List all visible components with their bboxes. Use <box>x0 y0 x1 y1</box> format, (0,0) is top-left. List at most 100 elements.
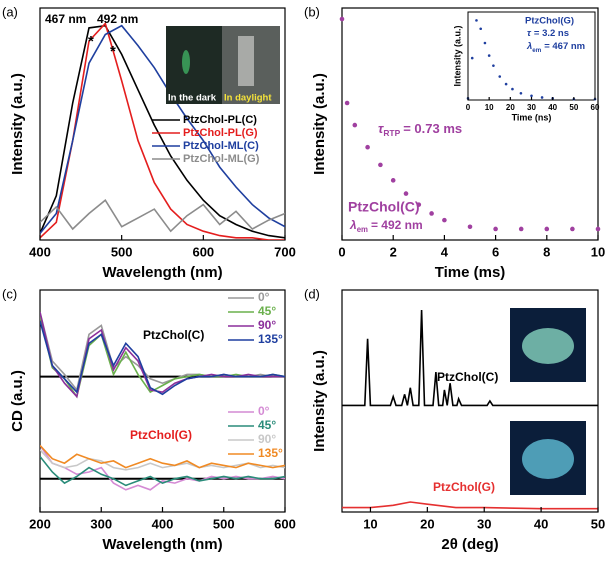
x-tick-label: 10 <box>363 516 377 531</box>
legend-label: 135° <box>258 332 283 346</box>
y-axis-label: CD (a.u.) <box>9 370 26 432</box>
series-line <box>40 320 285 396</box>
x-tick-label: 4 <box>441 244 449 259</box>
data-point <box>339 16 345 22</box>
series-label: PtzChol(C) <box>437 370 498 384</box>
legend-label: PtzChol-PL(C) <box>183 114 257 126</box>
series-line <box>40 444 285 469</box>
x-axis-label: Time (ns) <box>512 112 552 122</box>
data-point <box>352 122 358 128</box>
annotation: 467 nm <box>45 12 86 26</box>
data-point <box>492 64 495 67</box>
data-point <box>416 202 422 207</box>
series-line <box>40 24 285 239</box>
legend-label: 45° <box>258 304 276 318</box>
x-tick-label: 500 <box>213 516 235 531</box>
photo-dark <box>166 26 222 104</box>
inset-annotation: λem = 467 nm <box>526 41 585 54</box>
series-line <box>40 456 285 487</box>
x-tick-label: 20 <box>506 103 515 112</box>
series-line <box>342 309 598 407</box>
data-point <box>519 91 523 95</box>
legend-label: 90° <box>258 318 276 332</box>
series-line <box>342 501 598 510</box>
data-point <box>475 19 478 22</box>
crystals <box>522 328 574 364</box>
x-tick-label: 30 <box>477 516 491 531</box>
x-tick-label: 200 <box>29 516 51 531</box>
x-tick-label: 400 <box>29 244 51 259</box>
legend-label: 135° <box>258 446 283 460</box>
data-point <box>570 226 575 232</box>
inset-annotation: τ = 3.2 ns <box>527 28 569 39</box>
annotation-text: = 492 nm <box>371 218 423 232</box>
x-tick-label: 500 <box>111 244 133 259</box>
annotation-text: = 0.73 ms <box>403 121 462 136</box>
data-point <box>530 94 533 98</box>
annotation: τRTP = 0.73 ms <box>378 121 462 138</box>
plot-frame <box>39 289 286 513</box>
data-point <box>403 191 409 196</box>
x-tick-label: 600 <box>192 244 214 259</box>
group-label: PtzChol(C) <box>143 328 204 342</box>
x-tick-label: 300 <box>90 516 112 531</box>
subscript: RTP <box>383 128 400 138</box>
x-tick-label: 20 <box>420 516 434 531</box>
x-tick-label: 2 <box>390 244 397 259</box>
legend-label: 0° <box>258 290 270 304</box>
data-point <box>378 162 383 168</box>
data-point <box>390 178 396 183</box>
legend-label: PtzChol-ML(C) <box>183 140 259 152</box>
data-point <box>467 224 473 230</box>
x-tick-label: 0 <box>466 103 471 112</box>
symbol: τ <box>527 28 532 39</box>
x-tick-label: 10 <box>591 244 605 259</box>
y-axis-label: Intensity (a.u.) <box>311 73 328 175</box>
legend-label: 45° <box>258 418 276 432</box>
series-line <box>40 199 285 233</box>
data-point <box>498 75 502 78</box>
x-tick-label: 8 <box>543 244 550 259</box>
x-tick-label: 10 <box>485 103 494 112</box>
series-label: PtzChol(C) <box>348 199 420 215</box>
x-tick-label: 700 <box>274 244 296 259</box>
photo <box>510 421 586 495</box>
photo <box>510 308 586 382</box>
inset-photo <box>166 26 280 104</box>
data-point <box>504 82 508 86</box>
x-axis-label: Time (ms) <box>435 264 506 281</box>
inset-label: In the dark <box>168 93 217 104</box>
x-axis-label: 2θ (deg) <box>441 536 498 553</box>
x-axis-label: Wavelength (nm) <box>102 536 222 553</box>
panel-label: (c) <box>2 286 17 301</box>
series-line <box>40 24 285 234</box>
data-point <box>470 56 474 60</box>
glow <box>182 50 190 74</box>
x-tick-label: 0 <box>338 244 345 259</box>
x-tick-label: 40 <box>534 516 548 531</box>
annotation: λem = 492 nm <box>349 218 423 234</box>
symbol: λ <box>349 218 357 232</box>
symbol: λ <box>526 41 532 52</box>
x-tick-label: 400 <box>152 516 174 531</box>
y-axis-label: Intensity (a.u.) <box>311 350 328 452</box>
subscript: em <box>357 225 368 234</box>
x-tick-label: 50 <box>591 516 605 531</box>
data-point <box>595 226 601 232</box>
series-line <box>40 21 285 240</box>
x-tick-label: 60 <box>591 103 600 112</box>
inset-label: In daylight <box>224 93 272 104</box>
legend-label: PtzChol-PL(G) <box>183 127 258 139</box>
data-point <box>540 96 544 99</box>
x-tick-label: 6 <box>492 244 499 259</box>
data-point <box>511 87 514 91</box>
series-label: PtzChol(G) <box>433 480 495 494</box>
x-axis-label: Wavelength (nm) <box>102 264 222 281</box>
inset-legend: PtzChol(G) <box>525 16 574 27</box>
data-point <box>483 41 487 45</box>
y-axis-label: Intensity (a.u.) <box>9 73 26 175</box>
legend-label: 90° <box>258 432 276 446</box>
data-point <box>479 27 483 31</box>
data-point <box>429 211 434 216</box>
